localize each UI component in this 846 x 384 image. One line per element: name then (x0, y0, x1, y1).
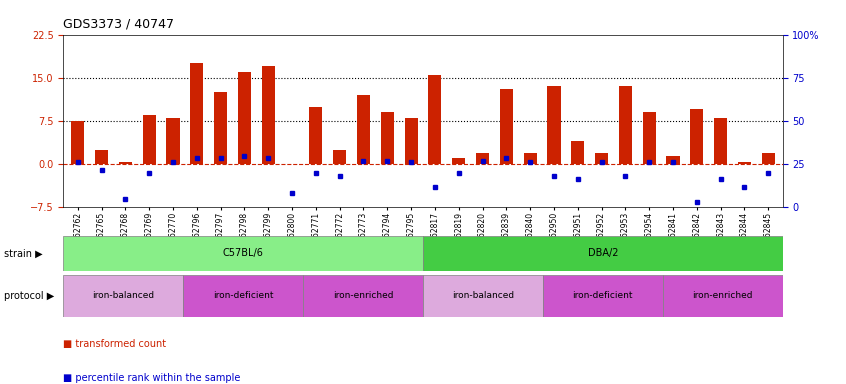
Bar (595, 153, 608, 164)
Bar (543, 275, 662, 317)
Text: ■ percentile rank within the sample: ■ percentile rank within the sample (63, 373, 241, 383)
Bar (452, 159, 465, 164)
Bar (428, 75, 442, 164)
Bar (423, 236, 783, 271)
Text: iron-deficient: iron-deficient (573, 291, 633, 300)
Bar (214, 92, 228, 164)
Bar (238, 72, 251, 164)
Text: GDS3373 / 40747: GDS3373 / 40747 (63, 18, 174, 31)
Bar (63, 275, 184, 317)
Bar (547, 86, 561, 164)
Text: protocol ▶: protocol ▶ (4, 291, 54, 301)
Bar (261, 66, 275, 164)
Bar (714, 118, 728, 164)
Bar (690, 109, 703, 164)
Bar (643, 113, 656, 164)
Text: iron-enriched: iron-enriched (692, 291, 753, 300)
Bar (761, 153, 775, 164)
Text: iron-balanced: iron-balanced (92, 291, 155, 300)
Bar (71, 121, 85, 164)
Bar (738, 162, 751, 164)
Bar (333, 150, 346, 164)
Text: iron-balanced: iron-balanced (452, 291, 514, 300)
Bar (571, 141, 585, 164)
Bar (63, 236, 423, 271)
Bar (423, 275, 543, 317)
Bar (310, 107, 322, 164)
Bar (184, 275, 303, 317)
Text: iron-enriched: iron-enriched (332, 291, 393, 300)
Bar (381, 113, 394, 164)
Bar (404, 118, 418, 164)
Bar (500, 89, 513, 164)
Bar (476, 153, 489, 164)
Bar (618, 86, 632, 164)
Text: strain ▶: strain ▶ (4, 248, 43, 258)
Text: iron-deficient: iron-deficient (213, 291, 273, 300)
Text: DBA/2: DBA/2 (587, 248, 618, 258)
Bar (524, 153, 536, 164)
Bar (190, 63, 203, 164)
Bar (95, 150, 108, 164)
Bar (167, 118, 179, 164)
Bar (357, 95, 370, 164)
Bar (662, 275, 783, 317)
Bar (143, 115, 156, 164)
Bar (303, 275, 423, 317)
Text: C57BL/6: C57BL/6 (222, 248, 264, 258)
Bar (118, 162, 132, 164)
Bar (667, 156, 679, 164)
Text: ■ transformed count: ■ transformed count (63, 339, 167, 349)
